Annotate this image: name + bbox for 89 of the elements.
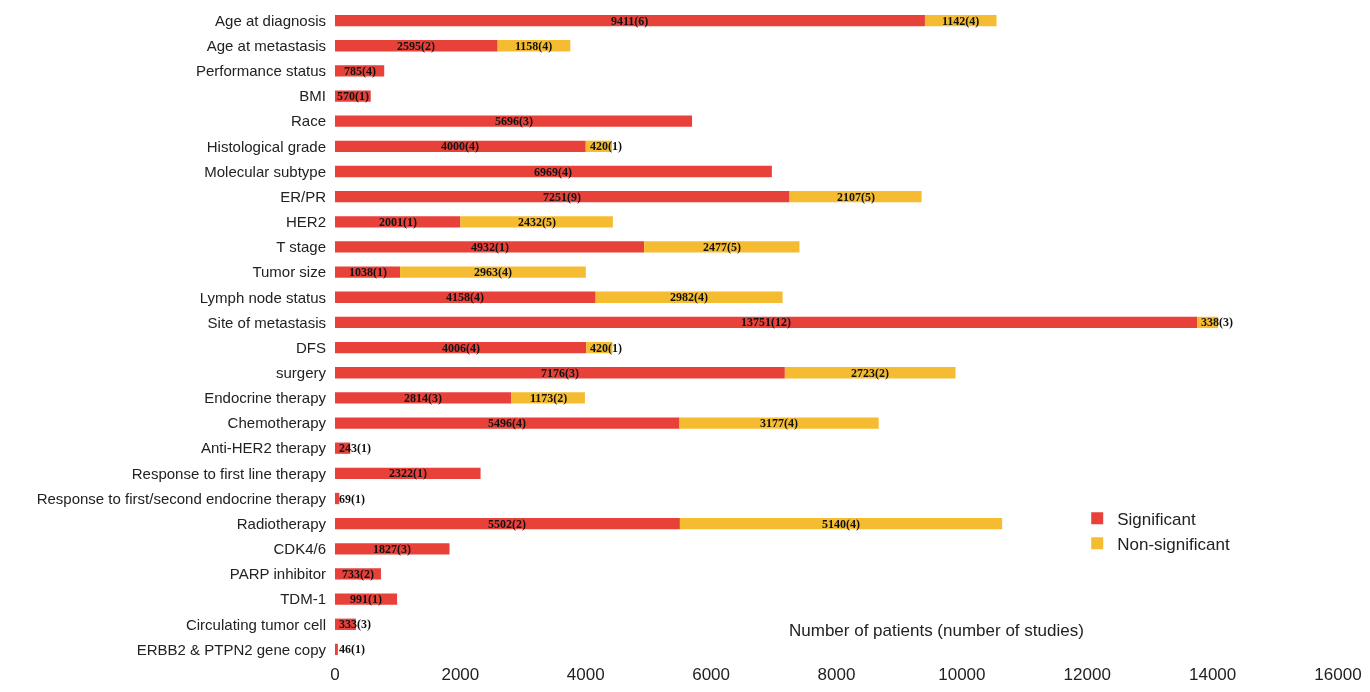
bar <box>400 266 586 278</box>
y-tick-label: T stage <box>276 238 326 256</box>
x-tick-label: 2000 <box>441 665 480 684</box>
bar <box>335 417 680 429</box>
bar <box>335 517 680 530</box>
bar <box>335 392 512 404</box>
data-label: 2982(4) <box>670 290 708 304</box>
data-label: 2723(2) <box>851 366 889 380</box>
data-label: 2477(5) <box>703 240 741 254</box>
data-label: 1827(3) <box>373 542 411 556</box>
bar <box>335 643 338 656</box>
y-tick-label: PARP inhibitor <box>229 565 326 583</box>
data-label: 2107(5) <box>837 190 875 204</box>
data-label: 3177(4) <box>760 416 798 430</box>
bar <box>335 115 693 127</box>
data-label: 4006(4) <box>442 341 480 355</box>
y-tick-label: Age at metastasis <box>206 36 326 54</box>
y-tick-label: Histological grade <box>206 137 326 155</box>
data-label: 4158(4) <box>446 290 484 304</box>
data-label: 69(1) <box>339 492 365 506</box>
y-tick-label: TDM-1 <box>280 590 326 608</box>
bar <box>335 316 1198 329</box>
y-tick-label: Response to first line therapy <box>131 464 327 482</box>
x-tick-label: 16000 <box>1314 665 1362 684</box>
data-label: 1142(4) <box>942 14 980 28</box>
data-label: 2963(4) <box>474 265 512 279</box>
data-label: 4932(1) <box>471 240 509 254</box>
x-tick-label: 8000 <box>817 665 856 684</box>
y-tick-label: Response to first/second endocrine therapy <box>36 489 327 507</box>
legend-label: Significant <box>1117 509 1196 529</box>
y-tick-label: surgery <box>275 363 327 381</box>
data-label: 2432(5) <box>518 215 556 229</box>
y-tick-label: Endocrine therapy <box>204 389 327 407</box>
bar <box>335 190 790 203</box>
data-label: 46(1) <box>339 642 365 656</box>
data-label: 1158(4) <box>515 39 553 53</box>
x-tick-label: 12000 <box>1063 665 1111 684</box>
y-tick-label: Chemotherapy <box>227 414 327 432</box>
x-axis-title: Number of patients (number of studies) <box>789 621 1084 640</box>
data-label: 2001(1) <box>379 215 417 229</box>
y-tick-label: BMI <box>299 87 326 105</box>
y-tick-label: ERBB2 & PTPN2 gene copy <box>136 640 327 658</box>
data-label: 5696(3) <box>495 114 533 128</box>
data-label: 1173(2) <box>530 391 568 405</box>
bar <box>644 241 800 253</box>
data-label: 13751(12) <box>741 315 791 329</box>
bar <box>679 517 1003 530</box>
y-tick-label: Radiotherapy <box>236 514 327 532</box>
y-tick-label: Molecular subtype <box>204 162 326 180</box>
bar <box>335 165 772 178</box>
data-label: 2814(3) <box>404 391 442 405</box>
data-label: 6969(4) <box>534 165 572 179</box>
bar <box>335 14 925 27</box>
data-label: 5496(4) <box>488 416 526 430</box>
y-tick-label: CDK4/6 <box>273 540 326 558</box>
data-label: 733(2) <box>342 567 374 581</box>
y-tick-label: ER/PR <box>280 187 327 205</box>
x-tick-label: 6000 <box>692 665 731 684</box>
data-label: 4000(4) <box>441 139 479 153</box>
bar <box>335 241 645 253</box>
data-label: 9411(6) <box>611 14 649 28</box>
x-tick-label: 0 <box>330 665 340 684</box>
y-tick-label: Age at diagnosis <box>215 11 326 29</box>
y-tick-label: Circulating tumor cell <box>185 615 326 633</box>
x-tick-label: 14000 <box>1188 665 1237 684</box>
data-label: 1038(1) <box>349 265 387 279</box>
data-label: 7251(9) <box>543 190 581 204</box>
y-tick-label: Race <box>290 112 326 130</box>
data-label: 7176(3) <box>541 366 579 380</box>
legend-label: Non-significant <box>1117 534 1230 554</box>
data-label: 2595(2) <box>397 39 435 53</box>
data-label: 785(4) <box>344 64 376 78</box>
y-tick-label: Site of metastasis <box>207 313 326 331</box>
data-label: 5502(2) <box>488 517 526 531</box>
y-tick-label: Lymph node status <box>199 288 326 306</box>
data-label: 570(1) <box>337 89 369 103</box>
y-tick-label: Tumor size <box>252 263 326 281</box>
data-label: 991(1) <box>350 592 382 606</box>
x-tick-label: 4000 <box>566 665 605 684</box>
bar <box>335 492 340 505</box>
y-tick-label: Performance status <box>195 62 326 80</box>
y-tick-label: HER2 <box>285 213 326 231</box>
y-tick-label: DFS <box>296 338 326 356</box>
bar <box>679 417 879 429</box>
data-label: 2322(1) <box>389 466 427 480</box>
y-tick-label: Anti-HER2 therapy <box>200 439 327 457</box>
x-tick-label: 10000 <box>938 665 986 684</box>
bar <box>335 367 785 379</box>
data-label: 5140(4) <box>822 517 860 531</box>
